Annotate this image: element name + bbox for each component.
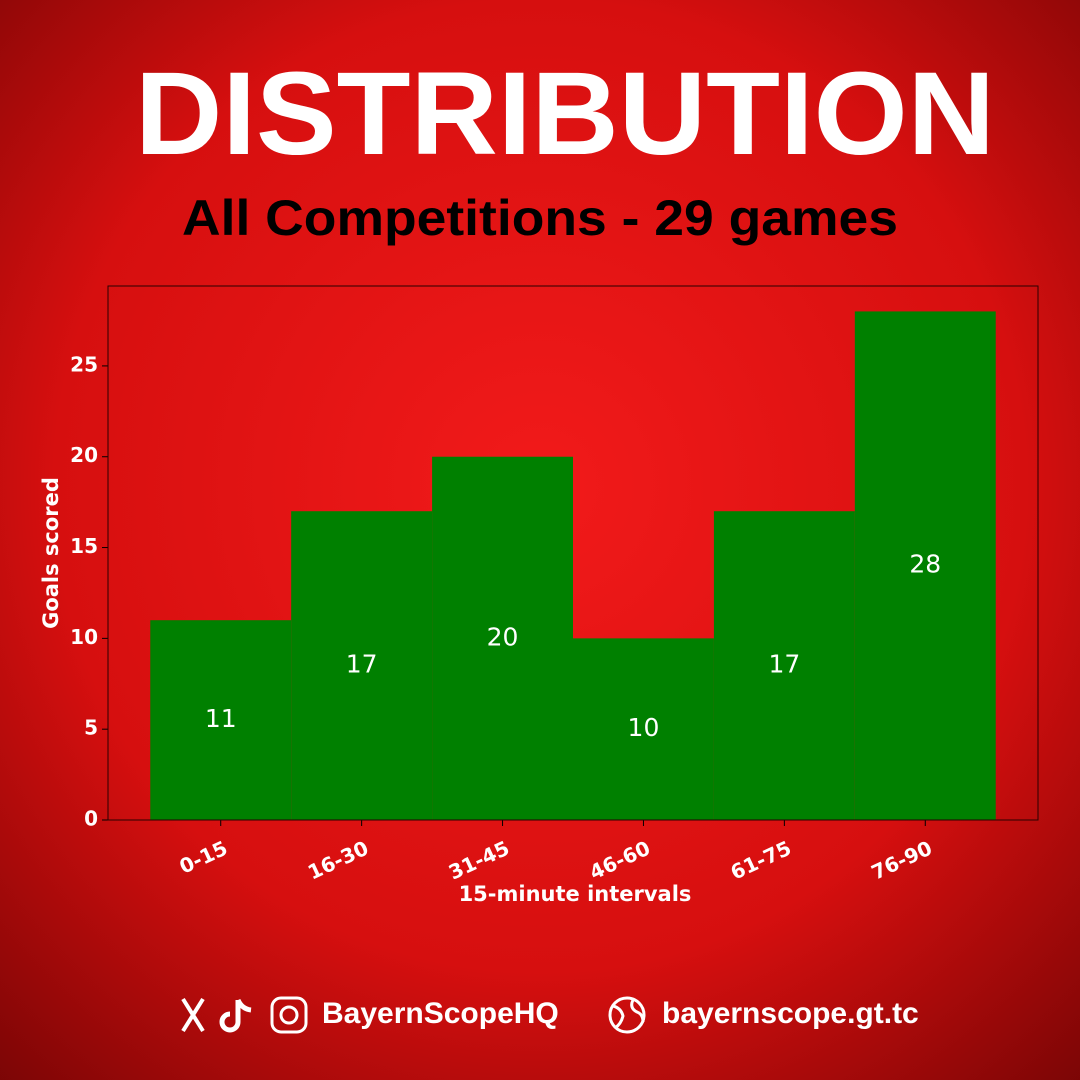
bar xyxy=(432,456,573,820)
social-icons xyxy=(181,996,646,1034)
value-label: 10 xyxy=(628,713,660,742)
bar xyxy=(150,620,292,820)
y-tick-label: 25 xyxy=(70,352,98,376)
chart-title: DISTRIBUTION xyxy=(135,48,995,180)
value-label: 20 xyxy=(487,622,519,651)
y-tick-label: 15 xyxy=(70,534,98,558)
y-tick-label: 10 xyxy=(70,625,98,649)
bar xyxy=(854,311,996,820)
x-axis-label: 15-minute intervals xyxy=(459,882,692,906)
chart-subtitle: All Competitions - 29 games xyxy=(182,190,898,246)
y-axis-label: Goals scored xyxy=(39,477,63,629)
social-handle: BayernScopeHQ xyxy=(322,997,559,1030)
value-label: 17 xyxy=(346,650,378,679)
bar xyxy=(291,511,433,820)
y-tick-label: 0 xyxy=(84,807,98,831)
value-label: 11 xyxy=(205,704,237,733)
y-tick-label: 5 xyxy=(84,716,98,740)
website: bayernscope.gt.tc xyxy=(662,997,919,1030)
bar xyxy=(573,638,714,820)
plot-frame xyxy=(107,285,1039,821)
value-label: 28 xyxy=(909,550,941,579)
value-label: 17 xyxy=(768,650,800,679)
bar xyxy=(713,511,855,820)
y-tick-label: 20 xyxy=(70,443,98,467)
